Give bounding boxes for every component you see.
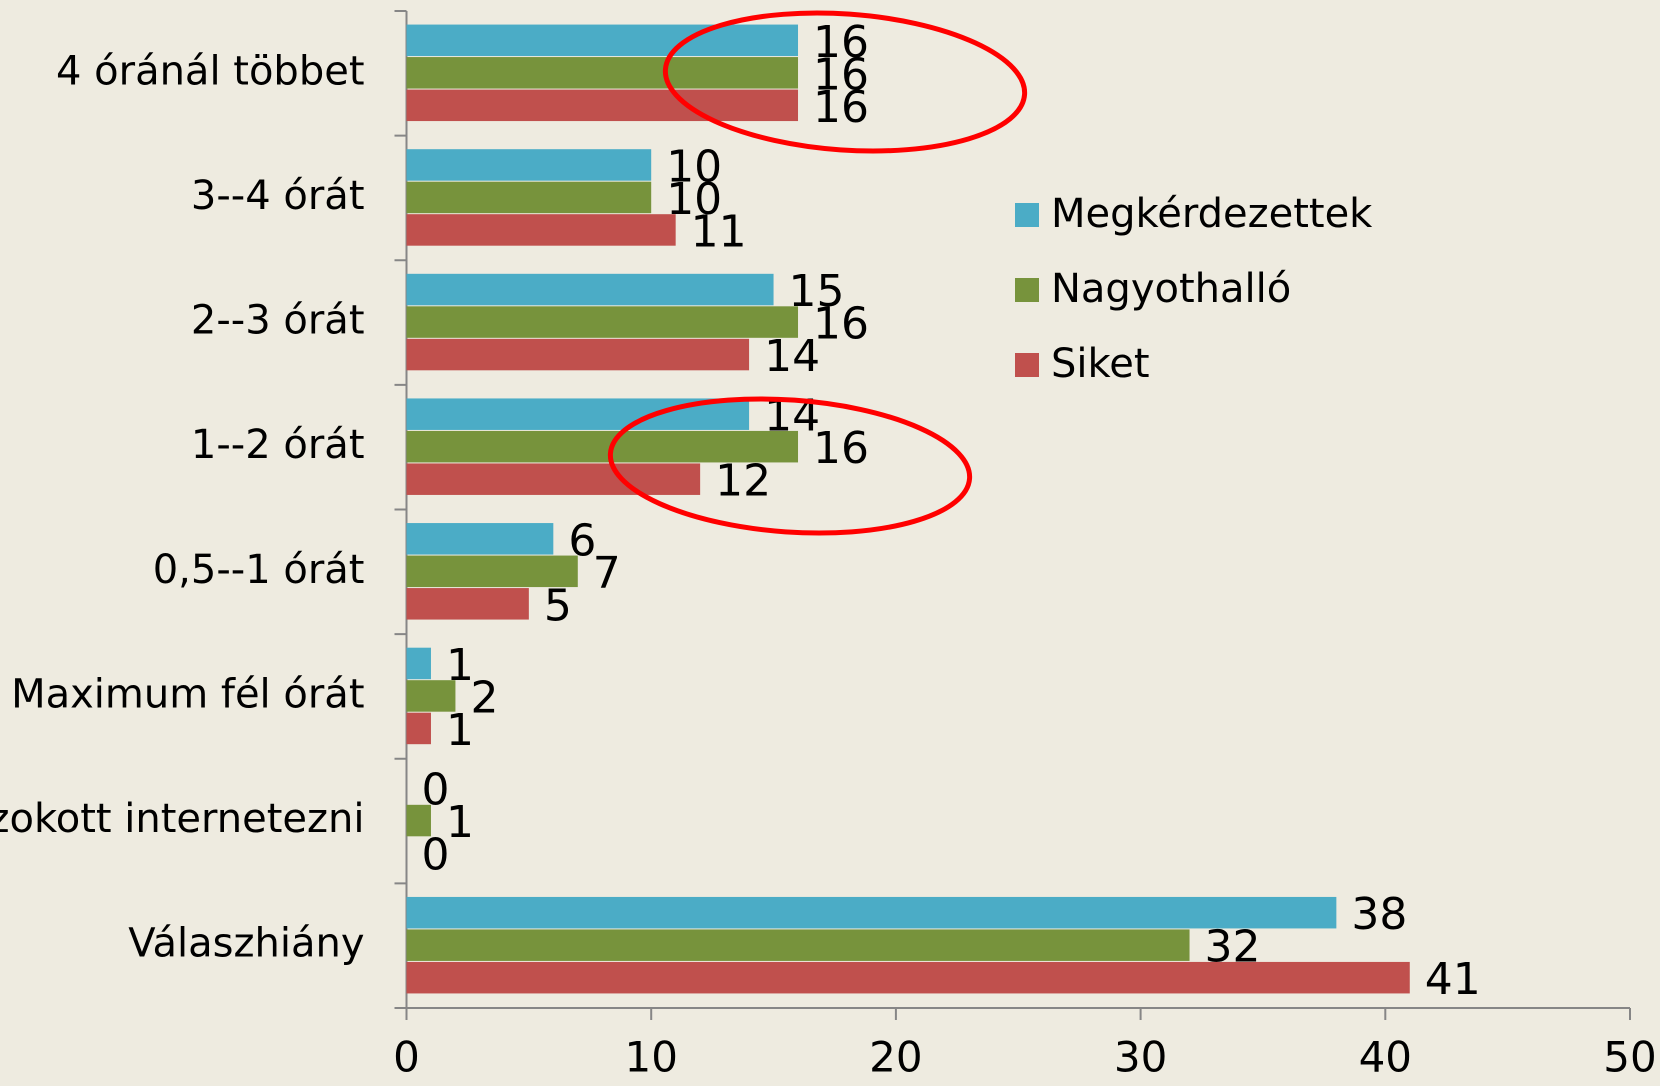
data-label: 38 — [1351, 889, 1407, 940]
bar — [406, 181, 652, 214]
legend-swatch — [1015, 278, 1039, 302]
y-tick-label: 0,5--1 órát — [153, 547, 365, 593]
data-label: 11 — [691, 206, 747, 257]
bar — [406, 523, 554, 555]
bar — [406, 680, 456, 712]
data-label: 16 — [813, 82, 869, 133]
bar — [406, 214, 676, 246]
bar — [406, 273, 774, 306]
data-label: 1 — [446, 797, 474, 848]
x-tick-label: 40 — [1359, 1033, 1412, 1082]
data-label: 16 — [813, 17, 869, 68]
x-tick-label: 50 — [1603, 1033, 1656, 1082]
bar — [406, 463, 701, 495]
x-tick-label: 30 — [1114, 1033, 1167, 1082]
bar — [406, 306, 799, 338]
legend-swatch — [1015, 353, 1039, 377]
bar — [406, 57, 799, 89]
bar — [406, 896, 1337, 929]
data-label: 12 — [715, 456, 771, 507]
data-label: 0 — [422, 830, 450, 881]
data-label: 1 — [446, 705, 474, 756]
data-label: 2 — [470, 672, 498, 723]
bar — [406, 647, 431, 680]
data-label: 16 — [813, 423, 869, 474]
data-label: 10 — [666, 141, 722, 192]
bar — [406, 804, 431, 837]
data-label: 14 — [764, 331, 820, 382]
data-label: 7 — [593, 548, 621, 599]
data-label: 5 — [544, 580, 572, 631]
bar — [406, 712, 431, 745]
bar — [406, 961, 1410, 994]
legend-label: Megkérdezettek — [1051, 191, 1373, 237]
legend-label: Siket — [1051, 341, 1150, 387]
data-label: 41 — [1425, 954, 1481, 1005]
x-tick-label: 10 — [624, 1033, 677, 1082]
y-tick-label: 1--2 órát — [191, 422, 365, 468]
data-label: 16 — [813, 299, 869, 350]
bar — [406, 555, 578, 588]
highlight-ellipse — [662, 10, 1028, 154]
x-tick-label: 20 — [869, 1033, 922, 1082]
y-tick-label: Válaszhiány — [128, 921, 364, 967]
legend-label: Nagyothalló — [1051, 266, 1291, 312]
y-tick-label: 3--4 órát — [191, 173, 365, 219]
bar — [406, 929, 1190, 961]
highlight-ellipse — [607, 396, 973, 536]
y-tick-label: 2--3 órát — [191, 298, 365, 344]
x-tick-label: 0 — [393, 1033, 420, 1082]
bar — [406, 149, 652, 181]
bar — [406, 89, 799, 122]
data-label: 16 — [813, 49, 869, 100]
bar — [406, 338, 750, 371]
legend-swatch — [1015, 203, 1039, 227]
bar — [406, 588, 529, 620]
y-tick-label: Maximum fél órát — [11, 671, 364, 717]
y-tick-label: 4 óránál többet — [56, 48, 365, 94]
bar — [406, 24, 799, 57]
y-tick-label: Nem szokott internetezni — [0, 796, 365, 842]
bar — [406, 430, 799, 463]
